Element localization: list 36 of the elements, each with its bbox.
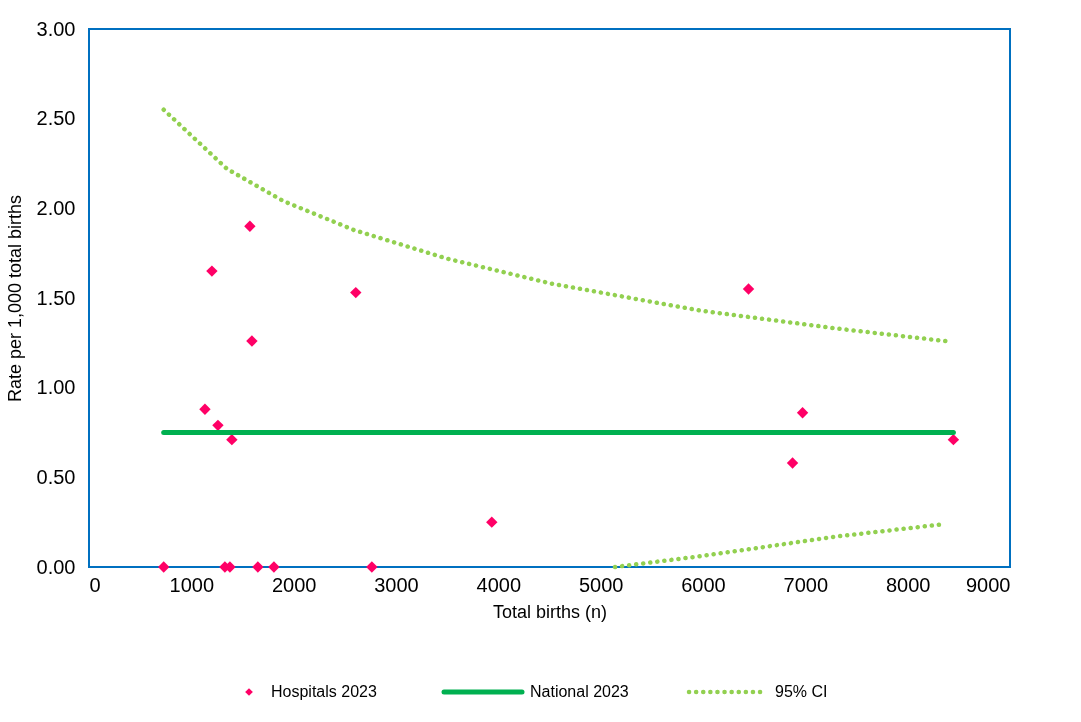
x-tick-label: 7000 — [783, 573, 829, 596]
y-tick-label: 3.00 — [36, 17, 76, 40]
legend-label: 95% CI — [775, 683, 828, 700]
x-tick-label: 6000 — [681, 573, 726, 596]
x-tick-label: 0 — [89, 573, 101, 596]
x-tick-label: 1000 — [169, 573, 215, 596]
point — [206, 265, 218, 277]
point — [786, 457, 799, 469]
y-tick-label: 0.50 — [36, 465, 76, 488]
legend-label: National 2023 — [530, 683, 629, 700]
y-tick-label: 1.50 — [36, 286, 76, 309]
point — [742, 283, 755, 295]
x-tick-label: 5000 — [578, 573, 624, 596]
x-tick-label: 2000 — [271, 573, 317, 596]
point — [252, 561, 264, 573]
point — [486, 516, 498, 528]
y-tick-label: 2.50 — [36, 107, 76, 130]
x-tick-label: 8000 — [885, 573, 931, 596]
point — [350, 286, 362, 299]
x-tick-label: 9000 — [966, 573, 1011, 596]
point — [796, 407, 809, 419]
point — [268, 561, 280, 573]
point — [246, 335, 258, 347]
y-tick-label: 1.00 — [36, 376, 76, 399]
point — [366, 561, 378, 573]
x-axis-title: Total births (n) — [492, 601, 608, 622]
point — [199, 403, 211, 415]
point — [158, 561, 170, 573]
y-tick-label: 2.00 — [36, 196, 76, 219]
point — [244, 220, 256, 232]
x-tick-label: 4000 — [476, 573, 522, 596]
x-tick-label: 3000 — [374, 573, 419, 596]
legend-label: Hospitals 2023 — [271, 683, 377, 700]
y-tick-label: 0.00 — [36, 555, 76, 578]
y-axis-title: Rate per 1,000 total births — [4, 194, 25, 403]
line-series — [161, 107, 948, 344]
